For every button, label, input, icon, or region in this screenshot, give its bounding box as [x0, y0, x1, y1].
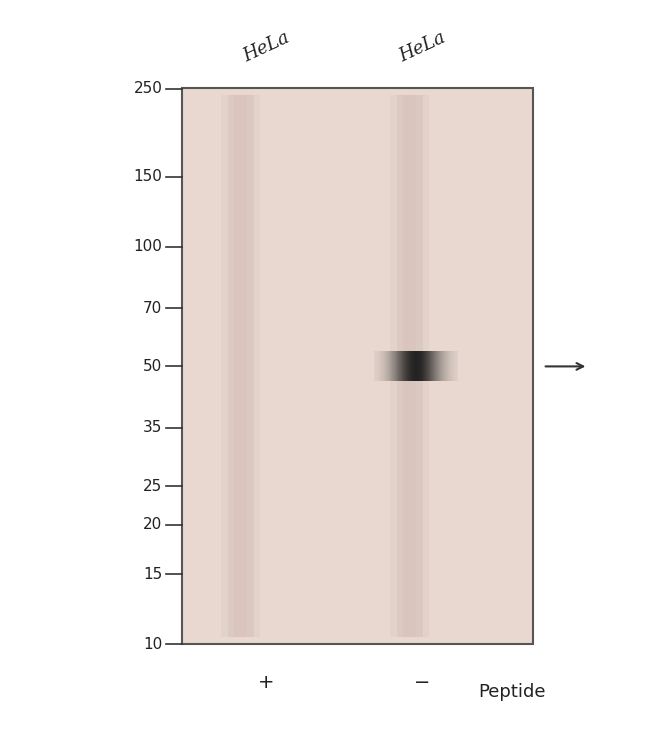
- Text: +: +: [258, 673, 275, 692]
- FancyBboxPatch shape: [396, 95, 422, 637]
- Text: 10: 10: [143, 637, 162, 651]
- FancyBboxPatch shape: [403, 95, 429, 637]
- Text: 150: 150: [134, 169, 162, 184]
- FancyBboxPatch shape: [221, 95, 247, 637]
- Text: −: −: [414, 673, 431, 692]
- Text: 35: 35: [143, 420, 162, 436]
- Text: 250: 250: [134, 81, 162, 96]
- Text: HeLa: HeLa: [240, 29, 292, 66]
- Text: 20: 20: [143, 517, 162, 532]
- Text: 50: 50: [143, 359, 162, 374]
- Text: 100: 100: [134, 239, 162, 254]
- Text: 15: 15: [143, 567, 162, 582]
- FancyBboxPatch shape: [227, 95, 254, 637]
- FancyBboxPatch shape: [390, 95, 416, 637]
- FancyBboxPatch shape: [234, 95, 260, 637]
- FancyBboxPatch shape: [182, 88, 533, 644]
- Text: 25: 25: [143, 479, 162, 493]
- Text: HeLa: HeLa: [396, 29, 448, 66]
- Text: Peptide: Peptide: [478, 683, 546, 701]
- Text: 70: 70: [143, 301, 162, 315]
